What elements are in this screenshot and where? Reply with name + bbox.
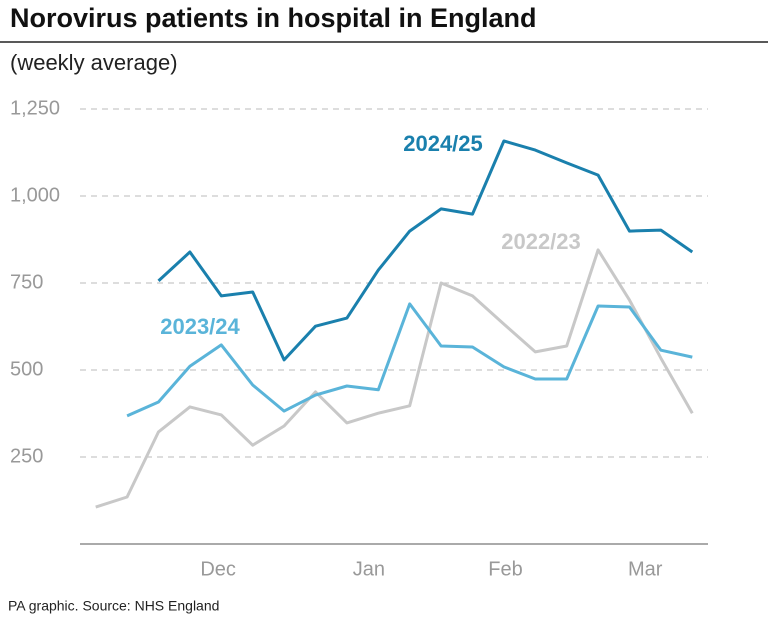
chart-subtitle: (weekly average)	[10, 50, 178, 75]
series-label: 2022/23	[501, 229, 581, 254]
y-tick-label: 750	[10, 271, 43, 293]
x-tick-label: Feb	[488, 558, 522, 580]
series-line	[126, 302, 693, 418]
y-tick-label: 250	[10, 445, 43, 467]
x-tick-label: Jan	[353, 558, 385, 580]
series-label: 2024/25	[403, 131, 483, 156]
chart-title: Norovirus patients in hospital in Englan…	[10, 3, 537, 33]
y-tick-label: 500	[10, 358, 43, 380]
x-tick-label: Mar	[628, 558, 663, 580]
series-line	[157, 139, 694, 362]
source: PA graphic. Source: NHS England	[8, 598, 219, 614]
series-line	[95, 248, 694, 509]
y-tick-label: 1,000	[10, 184, 60, 206]
x-tick-label: Dec	[200, 558, 236, 580]
series-label: 2023/24	[160, 314, 240, 339]
y-tick-label: 1,250	[10, 97, 60, 119]
